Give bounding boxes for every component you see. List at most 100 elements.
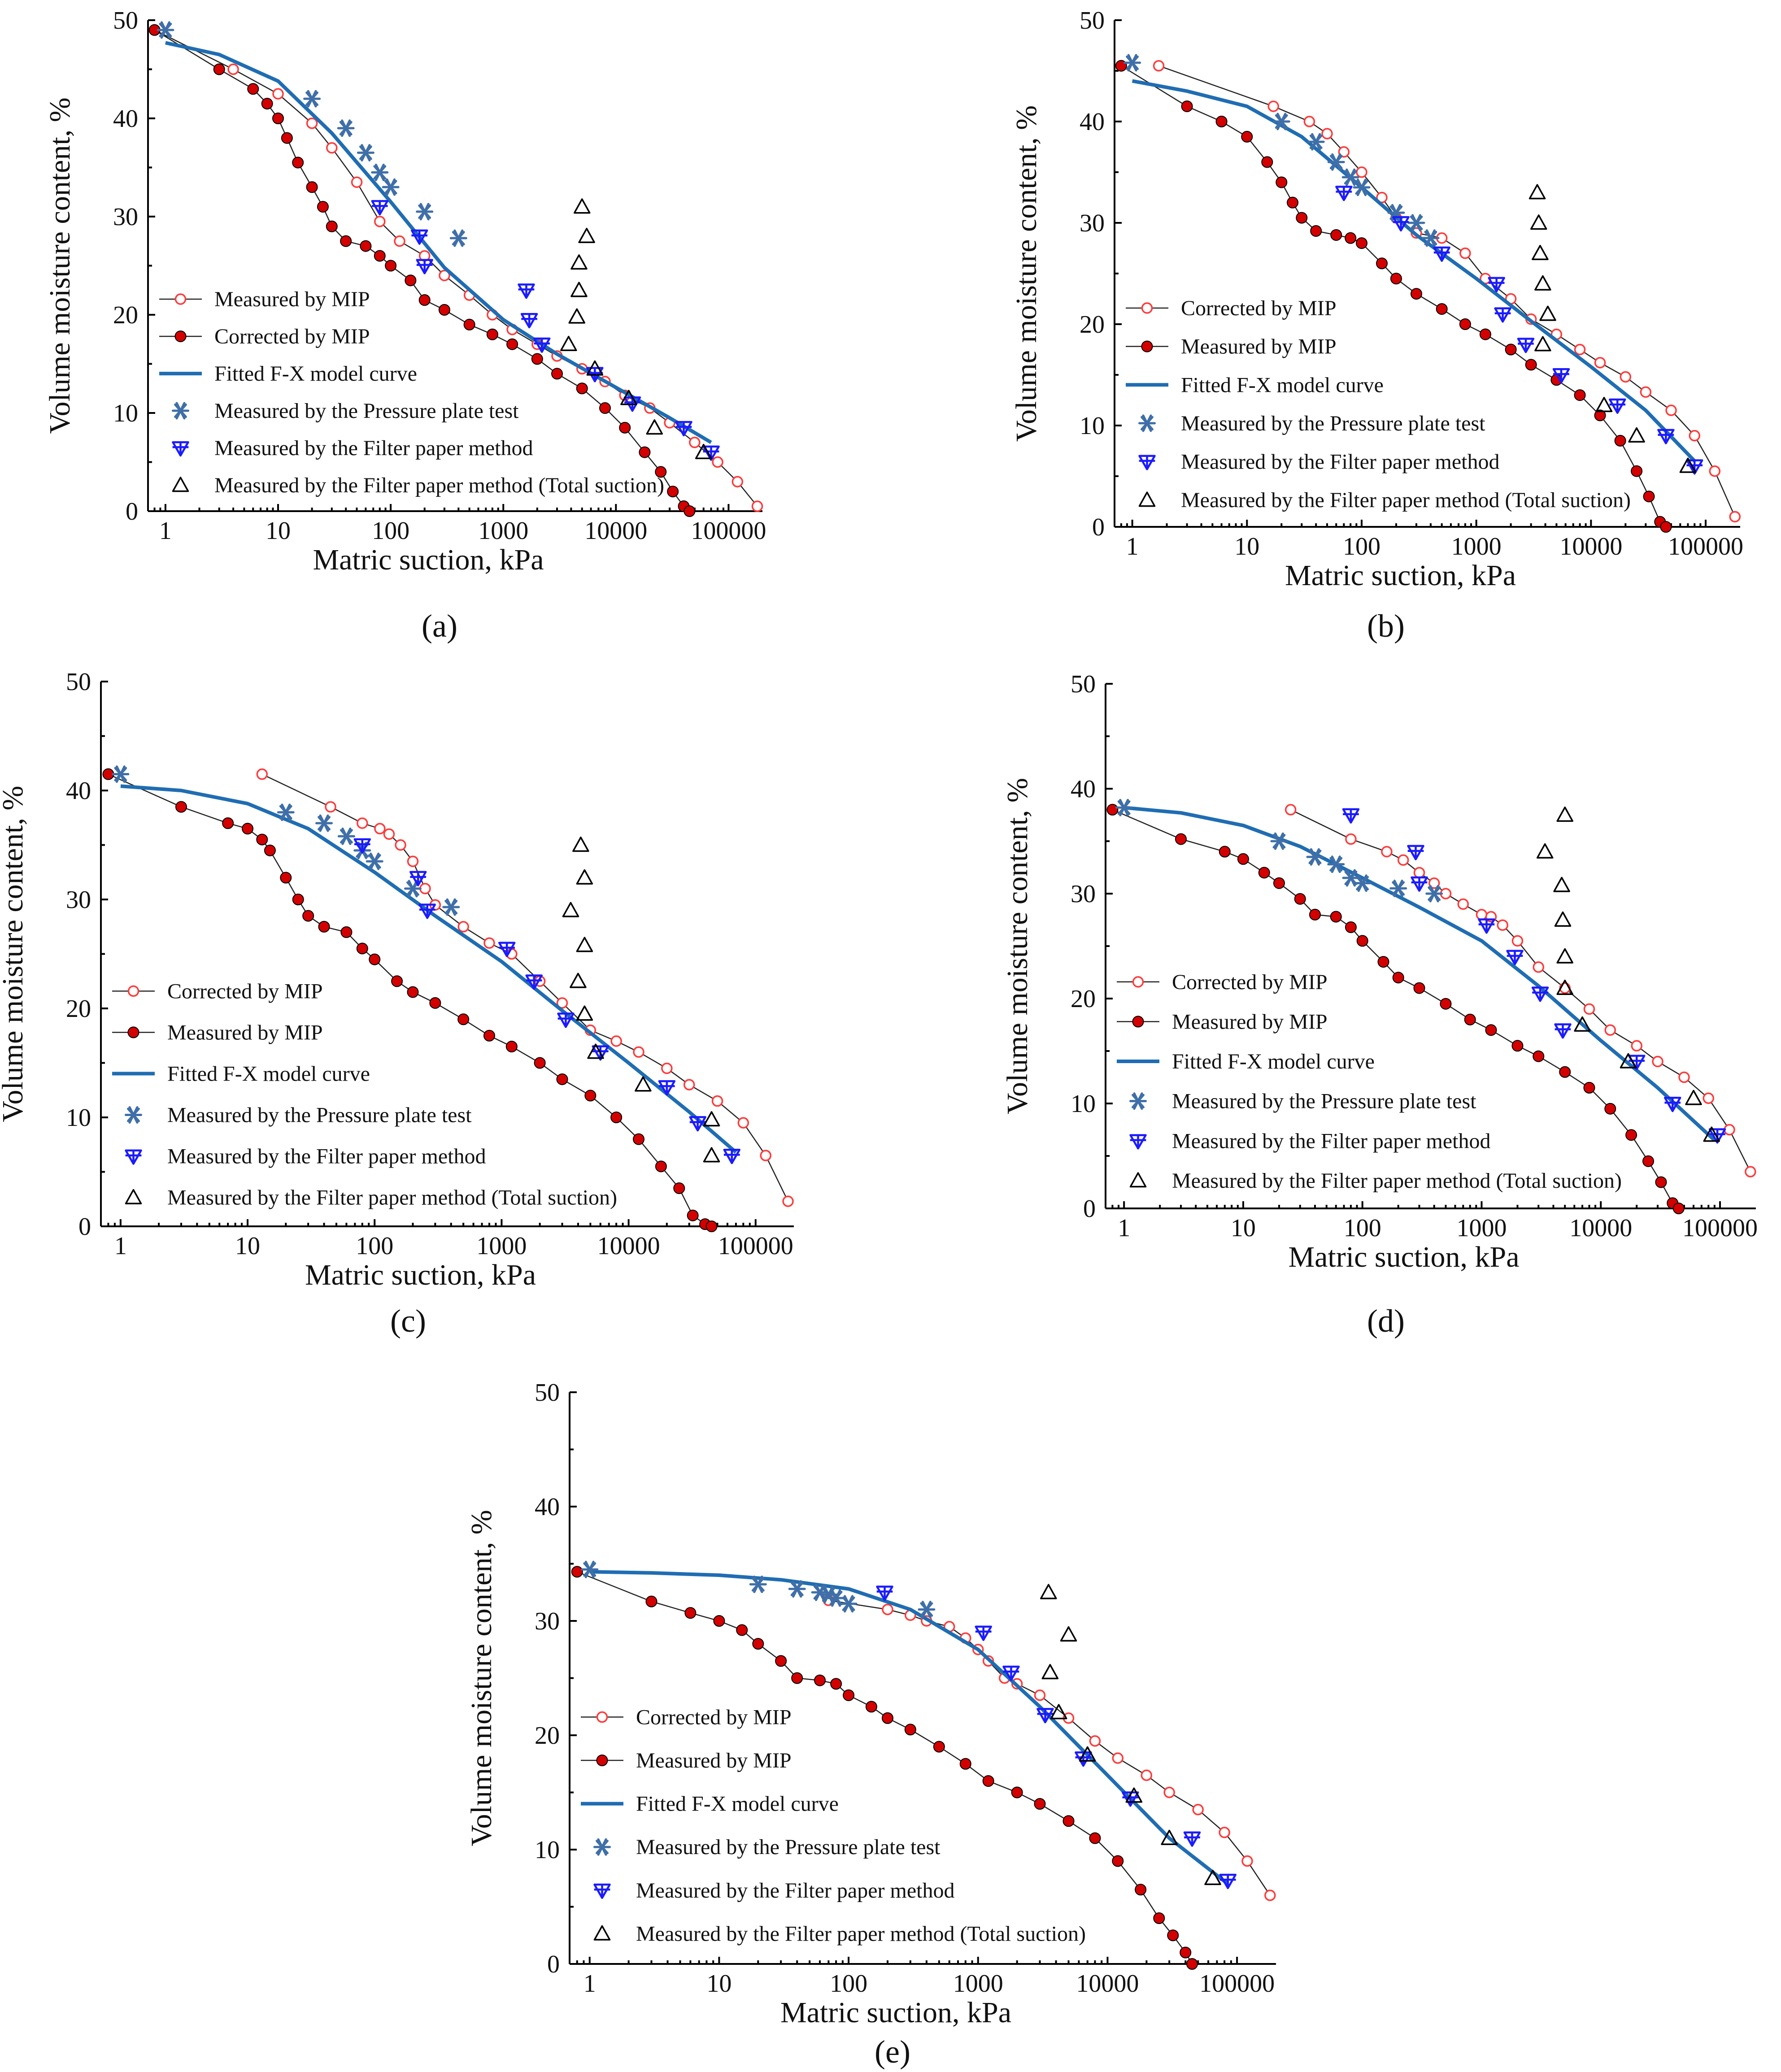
data-point	[357, 817, 368, 829]
data-point	[1397, 854, 1409, 866]
data-point	[1241, 130, 1253, 143]
data-point	[247, 83, 259, 95]
series-1	[571, 1566, 1198, 1970]
data-point	[1642, 1155, 1654, 1167]
data-point	[1724, 1124, 1735, 1136]
data-point	[1392, 216, 1410, 232]
x-tick-label: 10000	[1076, 1970, 1139, 1998]
data-point	[1703, 1126, 1720, 1142]
data-point	[1389, 879, 1407, 897]
y-tick-label: 30	[66, 886, 91, 914]
data-point	[1665, 404, 1677, 416]
data-point	[1183, 1831, 1201, 1847]
data-point	[1345, 232, 1357, 244]
data-point	[560, 335, 577, 352]
data-point	[410, 229, 428, 245]
data-point	[1186, 1958, 1198, 1970]
series-line	[1290, 809, 1751, 1172]
legend-label: Measured by the Filter paper method (Tot…	[167, 1186, 617, 1210]
legend-swatch	[174, 293, 187, 305]
data-point	[1488, 277, 1505, 292]
legend-swatch	[1132, 1016, 1144, 1028]
x-tick-label: 10	[1234, 533, 1259, 560]
data-point	[576, 1005, 593, 1021]
data-point	[1264, 1890, 1276, 1901]
y-tick-label: 40	[535, 1493, 560, 1521]
data-point	[1327, 855, 1345, 873]
data-point	[667, 486, 679, 498]
series-3	[157, 21, 467, 247]
data-point	[1574, 389, 1586, 401]
legend-label: Measured by the Filter paper method (Tot…	[214, 473, 664, 497]
data-point	[438, 304, 450, 316]
data-point	[371, 163, 389, 181]
data-point	[1478, 918, 1495, 934]
x-tick-label: 10000	[597, 1232, 660, 1260]
data-point	[506, 338, 518, 350]
data-point	[1307, 133, 1325, 151]
chart-panel-d: 0 10 20 30 40 50 1 10 100 1000 10000 100000 Matric s…	[1001, 670, 1758, 1339]
data-point	[1345, 921, 1357, 933]
data-point	[1620, 1053, 1637, 1069]
series-5	[1536, 806, 1720, 1142]
data-point	[570, 973, 587, 988]
legend: Measured by MIP Corrected by MIP Fitted F-…	[159, 287, 664, 497]
fitted-curve	[589, 1570, 1229, 1885]
legend-swatch	[1129, 1092, 1147, 1110]
legend-label: Measured by MIP	[214, 287, 370, 311]
data-point	[409, 871, 427, 886]
data-point	[317, 201, 329, 213]
data-point	[531, 353, 543, 365]
data-point	[534, 1057, 546, 1069]
data-point	[337, 827, 355, 845]
data-point	[1306, 848, 1324, 866]
data-point	[1376, 257, 1388, 269]
data-point	[1604, 1024, 1616, 1036]
data-point	[975, 1625, 992, 1641]
x-tick-label: 1	[159, 517, 172, 545]
data-point	[1219, 1873, 1237, 1890]
data-point	[429, 997, 441, 1009]
data-point	[1153, 1912, 1165, 1924]
x-tick-label: 100000	[1668, 533, 1743, 560]
y-axis-title: Volume moisture content, %	[465, 1510, 498, 1846]
data-point	[1530, 214, 1547, 230]
legend-label: Measured by the Pressure plate test	[1172, 1090, 1476, 1113]
data-point	[1342, 869, 1360, 887]
data-point	[1556, 806, 1573, 822]
data-point	[1525, 359, 1537, 371]
data-point	[1689, 430, 1701, 442]
data-point	[1258, 867, 1270, 879]
y-tick-label: 30	[113, 203, 138, 231]
data-point	[572, 836, 589, 852]
y-tick-label: 0	[1092, 513, 1105, 541]
legend: Corrected by MIP Measured by MIP Fitted F-…	[1117, 970, 1622, 1193]
x-tick-label: 100	[356, 1232, 393, 1260]
data-point	[1407, 845, 1424, 860]
data-point	[811, 1583, 829, 1601]
data-point	[1464, 1013, 1476, 1025]
data-point	[599, 402, 611, 414]
x-tick-label: 1	[1126, 533, 1139, 560]
data-point	[1532, 245, 1549, 261]
data-point	[1663, 1097, 1681, 1112]
series-0	[1285, 804, 1756, 1177]
data-point	[570, 282, 588, 297]
data-point	[673, 1182, 685, 1194]
y-tick-label: 50	[66, 668, 91, 696]
data-point	[1604, 1103, 1616, 1115]
x-axis-title: Matric suction, kPa	[305, 1259, 536, 1291]
data-point	[1192, 1804, 1204, 1816]
x-tick-label: 100	[1343, 533, 1380, 560]
series-0	[823, 1594, 1276, 1901]
y-tick-label: 20	[535, 1722, 560, 1750]
data-point	[840, 1595, 858, 1613]
data-point	[782, 1195, 794, 1207]
data-point	[830, 1678, 842, 1690]
x-tick-label: 100000	[718, 1232, 793, 1260]
data-point	[1237, 853, 1249, 865]
data-point	[1552, 368, 1570, 384]
legend-swatch	[172, 402, 189, 420]
data-point	[1285, 804, 1297, 816]
data-point	[684, 505, 696, 517]
